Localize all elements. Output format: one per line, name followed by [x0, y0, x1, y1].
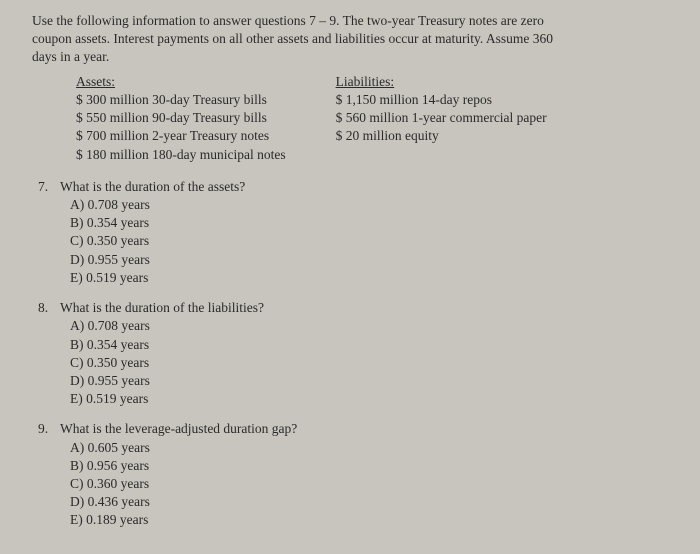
choice-b: B) 0.354 years [70, 214, 672, 232]
choice-e: E) 0.519 years [70, 269, 672, 287]
liabilities-header: Liabilities: [336, 73, 547, 91]
asset-item: $ 300 million 30-day Treasury bills [76, 91, 286, 109]
question-number: 8. [38, 299, 60, 317]
liability-item: $ 560 million 1-year commercial paper [336, 109, 547, 127]
choices-list: A) 0.708 years B) 0.354 years C) 0.350 y… [70, 196, 672, 287]
question-text: What is the duration of the assets? [60, 178, 245, 196]
choice-a: A) 0.708 years [70, 196, 672, 214]
intro-line: days in a year. [32, 49, 109, 64]
choice-a: A) 0.708 years [70, 317, 672, 335]
document-page: Use the following information to answer … [0, 0, 700, 554]
asset-item: $ 180 million 180-day municipal notes [76, 146, 286, 164]
choice-d: D) 0.955 years [70, 251, 672, 269]
choices-list: A) 0.605 years B) 0.956 years C) 0.360 y… [70, 439, 672, 530]
choice-e: E) 0.519 years [70, 390, 672, 408]
choice-d: D) 0.436 years [70, 493, 672, 511]
intro-text: Use the following information to answer … [32, 12, 672, 67]
question-text: What is the duration of the liabilities? [60, 299, 264, 317]
liabilities-column: Liabilities: $ 1,150 million 14-day repo… [336, 73, 547, 164]
question-7: 7. What is the duration of the assets? A… [38, 178, 672, 287]
choice-c: C) 0.350 years [70, 354, 672, 372]
question-number: 9. [38, 420, 60, 438]
choice-b: B) 0.956 years [70, 457, 672, 475]
choice-d: D) 0.955 years [70, 372, 672, 390]
liability-item: $ 1,150 million 14-day repos [336, 91, 547, 109]
question-9: 9. What is the leverage-adjusted duratio… [38, 420, 672, 529]
balance-sheet-columns: Assets: $ 300 million 30-day Treasury bi… [76, 73, 672, 164]
choice-c: C) 0.350 years [70, 232, 672, 250]
question-number: 7. [38, 178, 60, 196]
question-8: 8. What is the duration of the liabiliti… [38, 299, 672, 408]
asset-item: $ 550 million 90-day Treasury bills [76, 109, 286, 127]
assets-header: Assets: [76, 73, 286, 91]
choice-b: B) 0.354 years [70, 336, 672, 354]
liability-item: $ 20 million equity [336, 127, 547, 145]
question-line: 9. What is the leverage-adjusted duratio… [38, 420, 672, 438]
asset-item: $ 700 million 2-year Treasury notes [76, 127, 286, 145]
question-text: What is the leverage-adjusted duration g… [60, 420, 297, 438]
choice-c: C) 0.360 years [70, 475, 672, 493]
intro-line: Use the following information to answer … [32, 13, 544, 28]
question-line: 7. What is the duration of the assets? [38, 178, 672, 196]
choice-e: E) 0.189 years [70, 511, 672, 529]
question-line: 8. What is the duration of the liabiliti… [38, 299, 672, 317]
assets-column: Assets: $ 300 million 30-day Treasury bi… [76, 73, 286, 164]
choices-list: A) 0.708 years B) 0.354 years C) 0.350 y… [70, 317, 672, 408]
intro-line: coupon assets. Interest payments on all … [32, 31, 553, 46]
choice-a: A) 0.605 years [70, 439, 672, 457]
